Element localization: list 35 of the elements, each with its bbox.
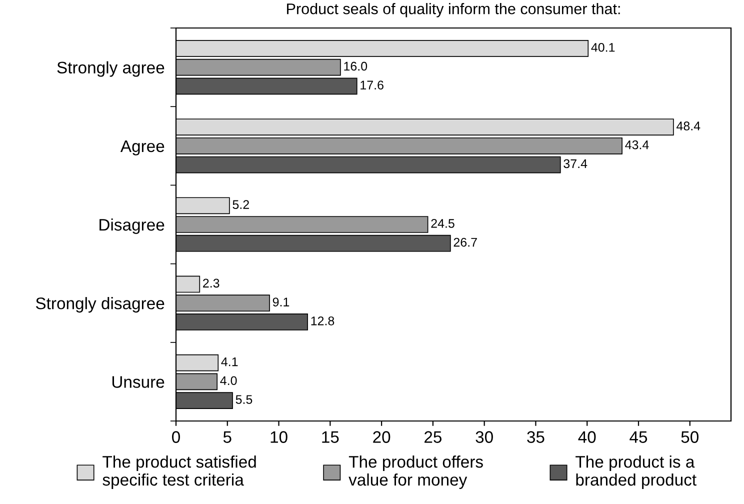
data-label: 4.0 <box>220 376 237 386</box>
y-tick-label: Disagree <box>100 218 164 234</box>
x-tick-label: 35 <box>527 431 544 443</box>
data-label: 16.0 <box>344 62 368 71</box>
legend-label: The product satisfied specific test criteria <box>102 456 256 489</box>
x-tick-label: 10 <box>270 431 288 443</box>
data-label: 5.2 <box>232 200 249 209</box>
data-label: 5.5 <box>236 395 252 404</box>
y-tick-label: Strongly disagree <box>36 297 164 313</box>
x-tick-label: 30 <box>476 431 493 443</box>
legend-label: The product offers value for money <box>348 456 483 489</box>
data-label: 12.8 <box>311 316 334 326</box>
y-tick-label: Unsure <box>112 376 164 388</box>
data-label: 17.6 <box>360 80 384 90</box>
data-label: 37.4 <box>564 159 588 168</box>
data-label: 48.4 <box>676 122 700 130</box>
legend-label: The product is a branded product <box>576 456 696 489</box>
data-label: 2.3 <box>203 278 220 288</box>
x-tick-label: 0 <box>172 431 180 443</box>
data-label: 4.1 <box>221 357 238 366</box>
data-label: 43.4 <box>625 140 649 150</box>
x-tick-label: 40 <box>578 431 596 443</box>
x-tick-label: 25 <box>424 431 442 443</box>
chart-title: Product seals of quality inform the consumer that: <box>287 3 620 18</box>
y-tick-label: Agree <box>120 140 164 156</box>
y-tick-label: Strongly agree <box>57 61 164 77</box>
data-label: 26.7 <box>454 238 477 247</box>
x-tick-label: 5 <box>223 431 232 443</box>
x-tick-label: 15 <box>322 431 339 443</box>
x-tick-label: 50 <box>681 431 699 443</box>
data-label: 9.1 <box>272 298 290 306</box>
data-label: 40.1 <box>591 42 615 52</box>
x-tick-label: 45 <box>630 431 648 443</box>
data-label: 24.5 <box>431 219 454 228</box>
x-tick-label: 20 <box>373 431 390 443</box>
